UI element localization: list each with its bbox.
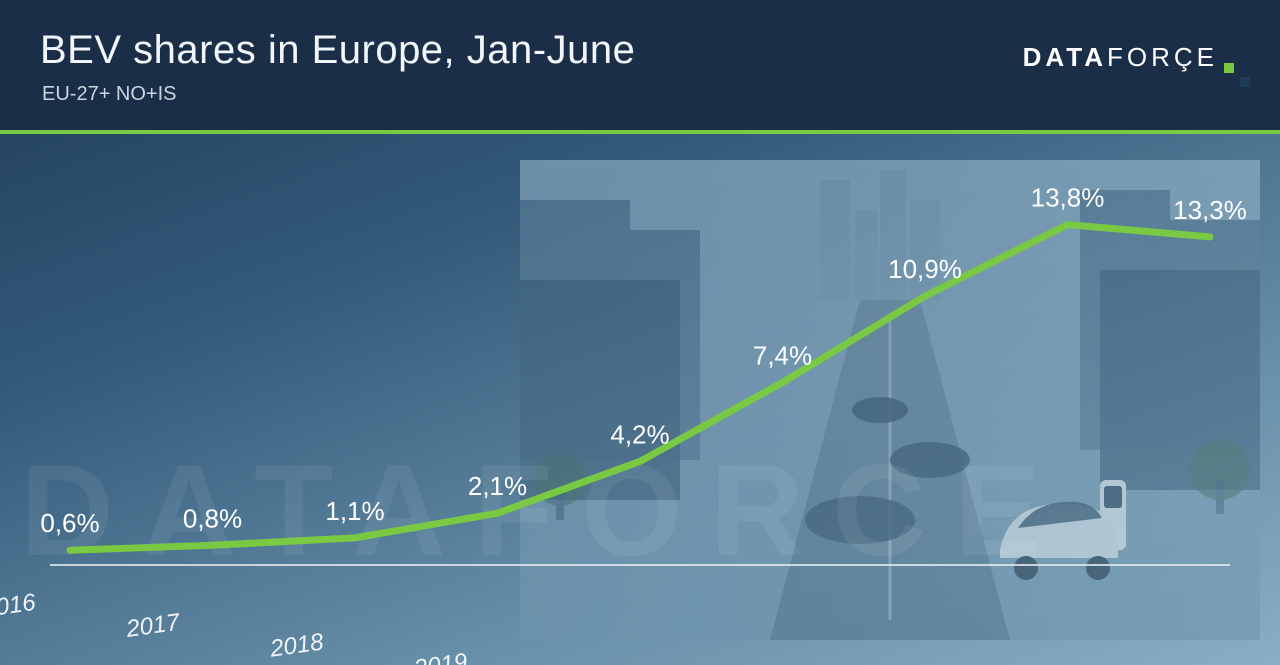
value-label: 7,4% <box>753 340 812 370</box>
chart-svg: 0,6%0,8%1,1%2,1%4,2%7,4%10,9%13,8%13,3%2… <box>40 165 1240 635</box>
value-label: 13,3% <box>1173 195 1247 225</box>
accent-line <box>0 130 1280 134</box>
brand-word: DATAFORÇE <box>1023 42 1218 73</box>
series-line <box>70 225 1210 551</box>
value-label: 13,8% <box>1031 183 1105 213</box>
header: BEV shares in Europe, Jan-June EU-27+ NO… <box>0 0 1280 130</box>
line-chart: 0,6%0,8%1,1%2,1%4,2%7,4%10,9%13,8%13,3%2… <box>40 165 1240 635</box>
slide-subtitle: EU-27+ NO+IS <box>42 83 1240 106</box>
year-label: 2018 <box>268 628 326 662</box>
value-label: 2,1% <box>468 471 527 501</box>
brand-square-b <box>1240 77 1250 87</box>
value-label: 0,6% <box>40 508 99 538</box>
year-label: 2017 <box>124 609 183 644</box>
value-label: 10,9% <box>888 254 962 284</box>
year-label: 2016 <box>0 589 38 623</box>
slide: BEV shares in Europe, Jan-June EU-27+ NO… <box>0 0 1280 665</box>
brand-square-a <box>1224 63 1234 73</box>
brand-word-light: FORÇE <box>1107 42 1218 72</box>
value-label: 0,8% <box>183 503 242 533</box>
brand-word-bold: DATA <box>1023 42 1107 72</box>
year-label: 2019 <box>411 648 469 665</box>
value-label: 1,1% <box>325 496 384 526</box>
brand-logo: DATAFORÇE <box>1023 42 1250 73</box>
value-label: 4,2% <box>610 419 669 449</box>
